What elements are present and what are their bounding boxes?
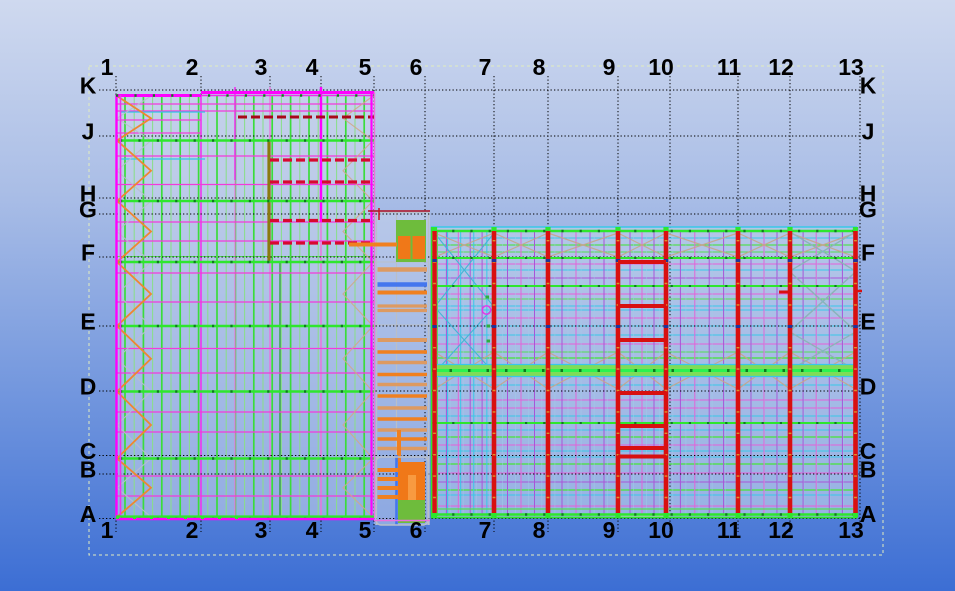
svg-text:K: K <box>80 73 97 99</box>
svg-text:B: B <box>80 457 97 483</box>
svg-text:10: 10 <box>648 54 674 80</box>
svg-text:G: G <box>859 197 877 223</box>
svg-text:11: 11 <box>717 517 742 543</box>
svg-text:5: 5 <box>359 54 372 80</box>
svg-text:12: 12 <box>768 54 794 80</box>
svg-text:9: 9 <box>603 517 616 543</box>
svg-text:2: 2 <box>186 517 199 543</box>
svg-text:B: B <box>860 457 877 483</box>
svg-text:7: 7 <box>479 54 492 80</box>
svg-text:6: 6 <box>410 517 423 543</box>
svg-text:1: 1 <box>101 54 114 80</box>
svg-text:7: 7 <box>479 517 492 543</box>
svg-text:1: 1 <box>101 517 114 543</box>
svg-text:10: 10 <box>648 517 674 543</box>
svg-text:F: F <box>861 240 875 266</box>
svg-text:12: 12 <box>768 517 794 543</box>
svg-text:E: E <box>80 309 95 335</box>
svg-text:C: C <box>860 438 877 464</box>
svg-text:D: D <box>860 374 877 400</box>
svg-text:J: J <box>82 119 95 145</box>
svg-text:8: 8 <box>533 54 546 80</box>
svg-text:9: 9 <box>603 54 616 80</box>
svg-text:3: 3 <box>255 54 268 80</box>
svg-text:J: J <box>862 119 875 145</box>
svg-text:F: F <box>81 240 95 266</box>
svg-text:3: 3 <box>255 517 268 543</box>
svg-text:C: C <box>80 438 97 464</box>
svg-text:13: 13 <box>838 54 864 80</box>
svg-text:4: 4 <box>306 54 319 80</box>
svg-text:8: 8 <box>533 517 546 543</box>
svg-text:K: K <box>860 73 877 99</box>
svg-text:13: 13 <box>838 517 864 543</box>
svg-text:4: 4 <box>306 517 319 543</box>
svg-text:5: 5 <box>359 517 372 543</box>
svg-text:H: H <box>860 181 877 207</box>
svg-text:H: H <box>80 181 97 207</box>
svg-text:A: A <box>80 501 97 527</box>
svg-text:6: 6 <box>410 54 423 80</box>
svg-text:2: 2 <box>186 54 199 80</box>
svg-text:D: D <box>80 374 97 400</box>
svg-text:A: A <box>860 501 877 527</box>
svg-text:11: 11 <box>717 54 742 80</box>
svg-text:G: G <box>79 197 97 223</box>
svg-text:E: E <box>860 309 875 335</box>
